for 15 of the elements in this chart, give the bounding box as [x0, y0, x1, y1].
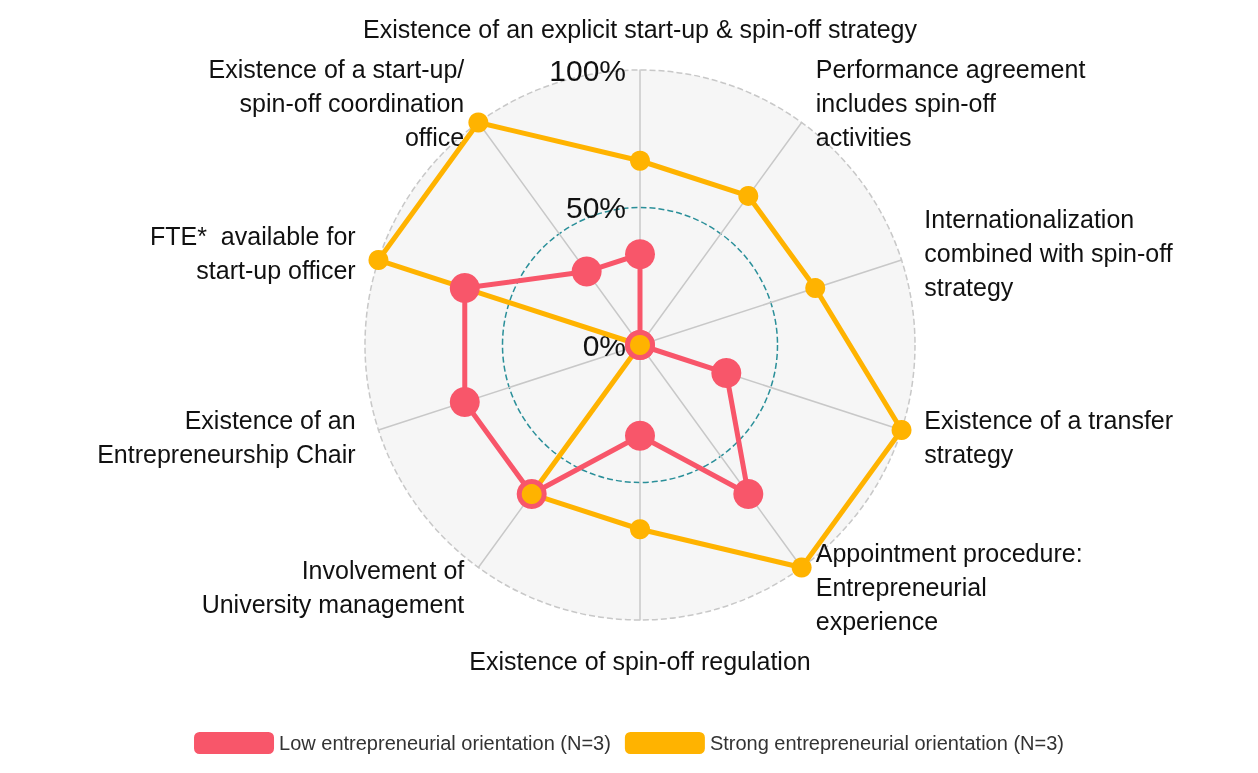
spoke-label: Internationalization combined with spin-off strategy [924, 204, 1173, 301]
spoke-label: Existence of a transfer strategy [924, 406, 1174, 469]
legend-label: Low entrepreneurial orientation (N=3) [279, 732, 611, 754]
y-tick-label: 100% [549, 53, 626, 87]
spoke-label: Existence of an Entrepreneurship Chair [97, 406, 356, 469]
spoke-label: Involvement of University management [201, 555, 465, 618]
spoke-label: Appointment procedure: Entrepreneurial experience [815, 538, 1083, 635]
spoke-label: Existence of an explicit start-up & spin-off strategy [363, 15, 918, 43]
spoke-label: Existence of a start-up/ spin-off coordination office [208, 55, 465, 152]
spoke-label: FTE* available for start-up officer [149, 221, 356, 284]
y-tick-label: 50% [565, 191, 626, 224]
spoke-label: Performance agreement includes spin-off activities [815, 55, 1086, 152]
y-tick-label: 0% [582, 328, 626, 362]
spoke-label: Existence of spin-off regulation [469, 647, 811, 675]
legend-label: Strong entrepreneurial orientation (N=3) [709, 732, 1064, 754]
